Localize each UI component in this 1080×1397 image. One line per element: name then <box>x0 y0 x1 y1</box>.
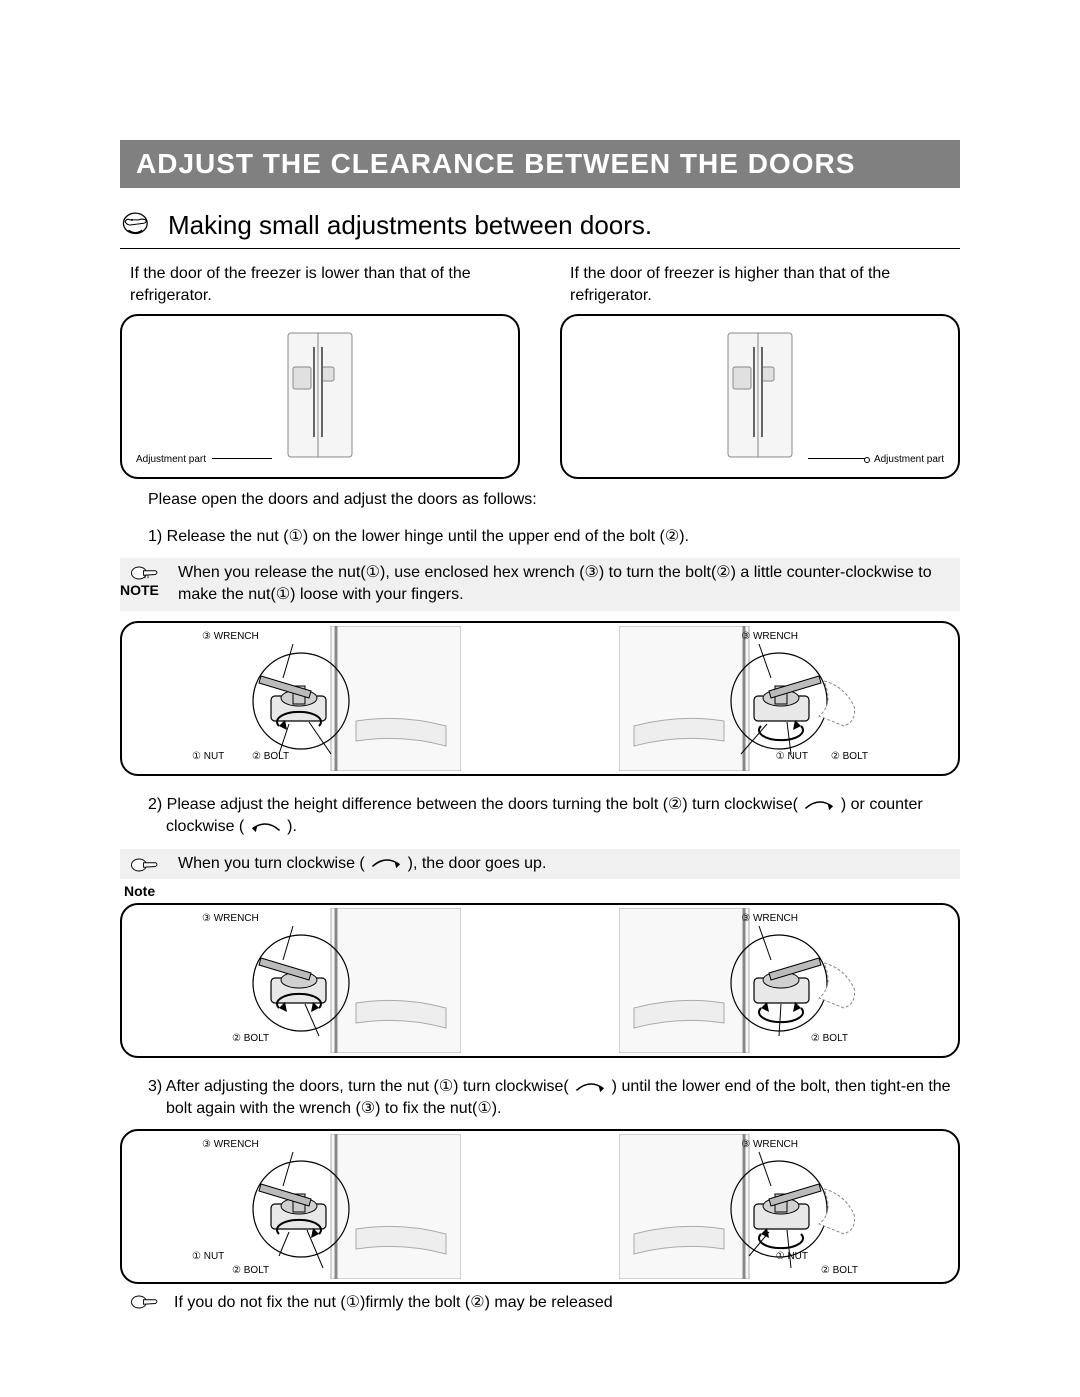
step-3: 3) After adjusting the doors, turn the n… <box>138 1066 960 1125</box>
hinge-diagram <box>619 908 879 1053</box>
nut-label: ① NUT <box>776 1251 808 1262</box>
fridge-illustration <box>270 327 370 467</box>
pointing-finger-icon <box>130 1293 160 1311</box>
diagram-step3-right: ③ WRENCH ① NUT ② BOLT <box>540 1131 958 1282</box>
wrench-label: ③ WRENCH <box>741 1139 798 1150</box>
section-header: Making small adjustments between doors. <box>120 208 960 249</box>
adjustment-part-label: Adjustment part <box>136 454 206 465</box>
step-3-a: 3) After adjusting the doors, turn the n… <box>148 1078 569 1095</box>
hinge-diagram <box>619 626 879 771</box>
note-2-a: When you turn clockwise ( <box>178 855 365 872</box>
section-title: Making small adjustments between doors. <box>168 210 652 241</box>
step-2-c: ). <box>287 818 297 835</box>
nut-label: ① NUT <box>192 751 224 762</box>
pointing-finger-icon <box>130 856 160 874</box>
cutoff-note: If you do not fix the nut (①)firmly the … <box>166 1292 613 1312</box>
bolt-label: ② BOLT <box>811 1033 848 1044</box>
instruction-open-doors: Please open the doors and adjust the doo… <box>120 479 960 515</box>
diagram-step1-right: ③ WRENCH ① NUT ② BOLT <box>540 623 958 774</box>
diagram-step2: ③ WRENCH ② BOLT ③ WRENCH ② BOLT <box>120 903 960 1058</box>
diagram-step2-left: ③ WRENCH ② BOLT <box>122 905 540 1056</box>
leader-line <box>212 458 272 459</box>
wrench-label: ③ WRENCH <box>741 913 798 924</box>
pointing-finger-icon <box>130 564 160 582</box>
step-2: 2) Please adjust the height difference b… <box>138 784 960 843</box>
hinge-diagram <box>201 1134 461 1279</box>
clockwise-arrow-icon <box>802 798 836 812</box>
title-bar: ADJUST THE CLEARANCE BETWEEN THE DOORS <box>120 140 960 188</box>
diagram-step3: ③ WRENCH ① NUT ② BOLT ③ WRENCH ① NUT ② B… <box>120 1129 960 1284</box>
fridge-illustration <box>710 327 810 467</box>
note-1-text: When you release the nut(①), use enclose… <box>178 562 950 607</box>
hinge-diagram <box>201 626 461 771</box>
fridge-comparison-row: If the door of the freezer is lower than… <box>120 263 960 479</box>
nut-label: ① NUT <box>192 1251 224 1262</box>
note-label-2: Note <box>120 883 960 899</box>
counterclockwise-arrow-icon <box>249 820 283 834</box>
bolt-label: ② BOLT <box>831 751 868 762</box>
wrench-label: ③ WRENCH <box>202 1139 259 1150</box>
bolt-label: ② BOLT <box>232 1265 269 1276</box>
diagram-step1: ③ WRENCH ① NUT ② BOLT ③ WRENCH ① NUT ② B… <box>120 621 960 776</box>
diagram-step1-left: ③ WRENCH ① NUT ② BOLT <box>122 623 540 774</box>
note-label: NOTE <box>120 582 170 598</box>
bolt-label: ② BOLT <box>252 751 289 762</box>
note-1: NOTE When you release the nut(①), use en… <box>120 558 960 611</box>
diagram-step2-right: ③ WRENCH ② BOLT <box>540 905 958 1056</box>
leader-line <box>808 458 868 459</box>
note-2-text: When you turn clockwise ( ), the door go… <box>178 853 950 875</box>
hinge-diagram <box>619 1134 879 1279</box>
pointing-hand-icon <box>120 208 154 242</box>
marker-dot <box>864 457 870 463</box>
wrench-label: ③ WRENCH <box>741 631 798 642</box>
wrench-label: ③ WRENCH <box>202 913 259 924</box>
nut-label: ① NUT <box>776 751 808 762</box>
fridge-figure-right: Adjustment part <box>560 314 960 479</box>
wrench-label: ③ WRENCH <box>202 631 259 642</box>
caption-freezer-higher: If the door of freezer is higher than th… <box>560 263 960 314</box>
note-2: When you turn clockwise ( ), the door go… <box>120 849 960 879</box>
adjustment-part-label: Adjustment part <box>874 454 944 465</box>
step-2-a: 2) Please adjust the height difference b… <box>148 796 798 813</box>
note-2-b: ), the door goes up. <box>408 855 547 872</box>
bolt-label: ② BOLT <box>821 1265 858 1276</box>
hinge-diagram <box>201 908 461 1053</box>
bolt-label: ② BOLT <box>232 1033 269 1044</box>
clockwise-arrow-icon <box>573 1080 607 1094</box>
fridge-figure-left: Adjustment part <box>120 314 520 479</box>
step-1: 1) Release the nut (①) on the lower hing… <box>138 516 960 552</box>
caption-freezer-lower: If the door of the freezer is lower than… <box>120 263 520 314</box>
clockwise-arrow-icon <box>369 856 403 870</box>
diagram-step3-left: ③ WRENCH ① NUT ② BOLT <box>122 1131 540 1282</box>
